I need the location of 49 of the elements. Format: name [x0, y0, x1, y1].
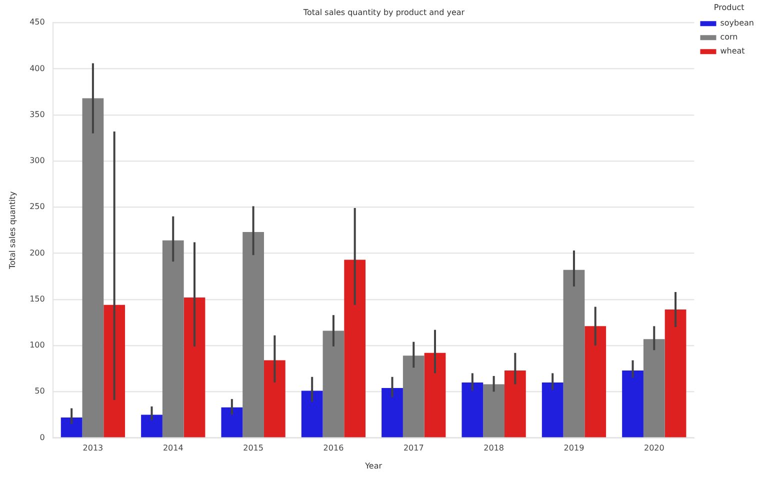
- y-tick-label: 350: [30, 110, 45, 119]
- bar: [221, 407, 243, 438]
- chart-title: Total sales quantity by product and year: [302, 8, 466, 17]
- bar: [322, 330, 344, 438]
- y-tick-label: 0: [40, 432, 45, 442]
- bar: [402, 356, 424, 438]
- bar: [622, 370, 644, 438]
- y-tick-label: 300: [30, 156, 45, 166]
- y-tick-label: 100: [30, 340, 45, 350]
- bar: [344, 260, 366, 438]
- bar: [301, 390, 323, 438]
- bar: [643, 339, 665, 438]
- x-tick-label: 2018: [484, 444, 504, 453]
- bar: [664, 310, 686, 438]
- x-tick-label: 2016: [323, 444, 344, 453]
- x-tick-label: 2020: [644, 444, 664, 453]
- y-axis-title: Total sales quantity: [8, 191, 17, 270]
- legend-title: Product: [714, 3, 744, 12]
- y-tick-label: 150: [30, 294, 45, 304]
- x-tick-label: 2014: [162, 444, 184, 453]
- bar: [141, 414, 162, 438]
- y-tick-label: 450: [30, 18, 45, 27]
- bar: [584, 326, 606, 438]
- bar: [563, 270, 585, 438]
- y-tick-label: 50: [34, 386, 45, 396]
- bar: [82, 98, 104, 438]
- bar: [424, 352, 446, 438]
- legend-label: corn: [720, 32, 738, 42]
- y-tick-label: 200: [30, 248, 45, 258]
- bar: [184, 298, 206, 438]
- legend-label: wheat: [720, 46, 745, 56]
- bar: [104, 304, 126, 438]
- bar: [60, 418, 82, 438]
- y-tick-label: 250: [30, 202, 45, 212]
- bar: [483, 384, 504, 438]
- x-tick-label: 2013: [82, 444, 104, 453]
- bar: [162, 240, 184, 438]
- y-tick-label: 400: [30, 64, 45, 73]
- bar: [382, 388, 403, 438]
- bar: [504, 370, 526, 438]
- bar: [264, 360, 286, 438]
- x-tick-label: 2019: [564, 444, 584, 453]
- x-tick-label: 2017: [403, 444, 424, 453]
- bar: [462, 382, 484, 438]
- bar: [242, 232, 264, 438]
- x-axis-title: Year: [364, 461, 383, 470]
- x-tick-label: 2015: [243, 444, 264, 453]
- legend-label: soybean: [720, 18, 754, 28]
- bar: [542, 382, 564, 438]
